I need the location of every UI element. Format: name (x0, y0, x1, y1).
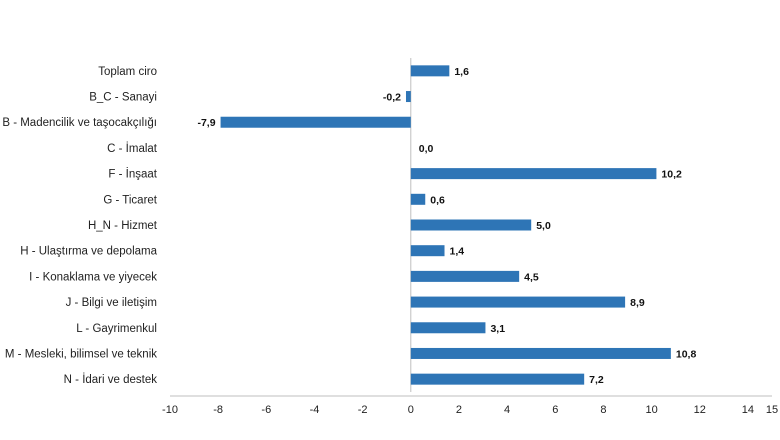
x-tick-label: 2 (456, 404, 462, 416)
bar (220, 116, 411, 128)
data-label: 5,0 (536, 220, 551, 232)
category-label: M - Mesleki, bilimsel ve teknik (5, 348, 157, 360)
category-label: H_N - Hizmet (88, 220, 158, 232)
x-tick-label: 15 (766, 404, 778, 416)
bar (410, 245, 445, 257)
x-tick-label: -4 (310, 404, 320, 416)
category-label: Toplam ciro (98, 66, 157, 78)
data-label: 1,4 (450, 246, 465, 258)
x-tick-label: -6 (261, 404, 271, 416)
data-label: -7,9 (197, 117, 215, 129)
data-label: 0,0 (419, 143, 434, 155)
x-tick-label: 6 (552, 404, 558, 416)
bar (410, 193, 426, 205)
data-label: 4,5 (524, 271, 539, 283)
bar (410, 270, 520, 282)
x-tick-label: 12 (694, 404, 706, 416)
data-label: 10,2 (661, 169, 682, 181)
bar (410, 347, 671, 359)
category-label: G - Ticaret (103, 194, 157, 206)
x-tick-label: 8 (600, 404, 606, 416)
bar (410, 296, 626, 308)
data-label: 10,8 (676, 348, 697, 360)
bar (410, 322, 486, 334)
data-label: 7,2 (589, 374, 604, 386)
category-label: I - Konaklama ve yiyecek (29, 271, 157, 283)
category-label: H - Ulaştırma ve depolama (20, 246, 157, 258)
category-label: J - Bilgi ve iletişim (66, 297, 157, 309)
data-label: 0,6 (430, 194, 445, 206)
data-label: 3,1 (490, 323, 505, 335)
category-label: B - Madencilik ve taşocakçılığı (2, 117, 157, 129)
bar (410, 65, 450, 77)
category-label: F - İnşaat (108, 168, 157, 181)
bar (410, 168, 657, 180)
x-tick-label: -2 (358, 404, 368, 416)
data-label: 8,9 (630, 297, 645, 309)
bar (405, 91, 411, 103)
x-tick-label: 0 (408, 404, 414, 416)
category-label: C - İmalat (107, 142, 158, 155)
x-tick-label: 4 (504, 404, 510, 416)
x-tick-label: -8 (213, 404, 223, 416)
category-label: N - İdari ve destek (64, 373, 158, 386)
bar (410, 219, 532, 231)
x-tick-label: -10 (162, 404, 178, 416)
category-label: L - Gayrimenkul (76, 323, 157, 335)
bar (410, 373, 585, 385)
category-label: B_C - Sanayi (89, 92, 157, 104)
data-label: -0,2 (383, 92, 401, 104)
data-label: 1,6 (454, 66, 469, 78)
x-tick-label: 14 (742, 404, 754, 416)
x-tick-label: 10 (645, 404, 657, 416)
plot-area: Toplam ciro 1,6 B_C - Sanayi -0,2 B - Madenc… (2, 58, 778, 416)
